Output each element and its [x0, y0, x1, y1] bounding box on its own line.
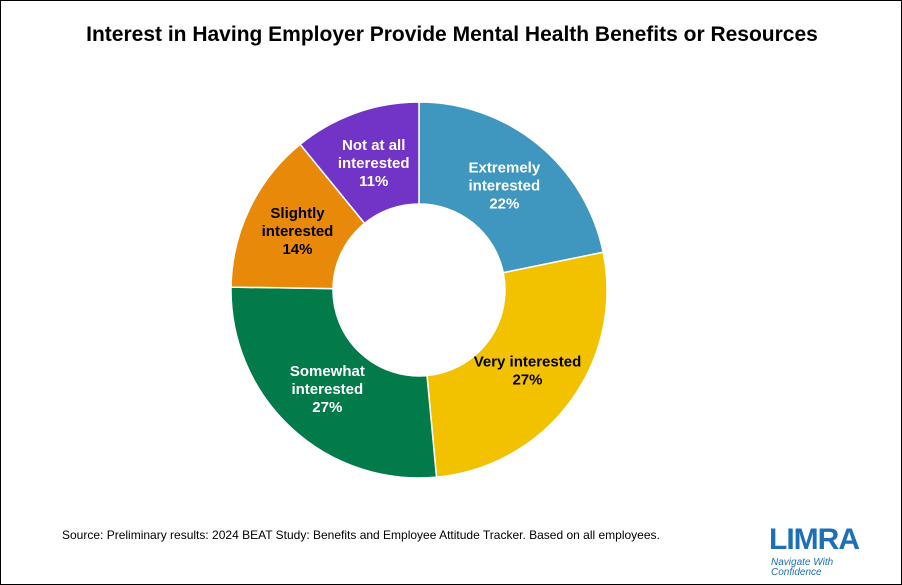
- slice-name-4-1: interested: [338, 155, 410, 172]
- slice-label-1: Very interested 27%: [474, 353, 582, 388]
- slice-value-3: 14%: [282, 241, 312, 258]
- slice-label-0: Extremely interested 22%: [468, 159, 540, 212]
- logo-tagline-line1: Navigate With: [771, 557, 834, 568]
- slice-name-4-0: Not at all: [342, 137, 405, 154]
- chart-title: Interest in Having Employer Provide Ment…: [86, 23, 818, 46]
- donut-slice-0: [418, 101, 605, 274]
- slice-name-0-1: interested: [468, 177, 540, 194]
- slice-label-4: Not at all interested 11%: [338, 137, 410, 190]
- slice-label-3: Slightly interested 14%: [262, 205, 334, 258]
- slice-name-1-0: Very interested: [474, 353, 582, 370]
- donut-slice-3: [230, 143, 366, 290]
- slice-value-2: 27%: [312, 399, 342, 416]
- slice-value-1: 27%: [512, 371, 542, 388]
- limra-logo: LIMRA Navigate With Confidence: [769, 524, 869, 580]
- slice-name-3-1: interested: [262, 223, 334, 240]
- slice-label-2: Somewhat interested 27%: [290, 363, 365, 416]
- donut-slice-2: [230, 286, 438, 479]
- slice-name-2-0: Somewhat: [290, 363, 365, 380]
- logo-tagline-line2: Confidence: [771, 567, 822, 578]
- slice-value-4: 11%: [359, 173, 388, 190]
- logo-wordmark: LIMRA: [769, 523, 860, 556]
- slice-value-0: 22%: [489, 195, 519, 212]
- donut-slice-4: [299, 101, 420, 225]
- slice-name-0-0: Extremely: [468, 159, 540, 176]
- source-note: Source: Preliminary results: 2024 BEAT S…: [62, 528, 660, 542]
- donut-slice-1: [426, 251, 608, 478]
- slice-name-2-1: interested: [291, 381, 363, 398]
- slice-name-3-0: Slightly: [270, 205, 325, 222]
